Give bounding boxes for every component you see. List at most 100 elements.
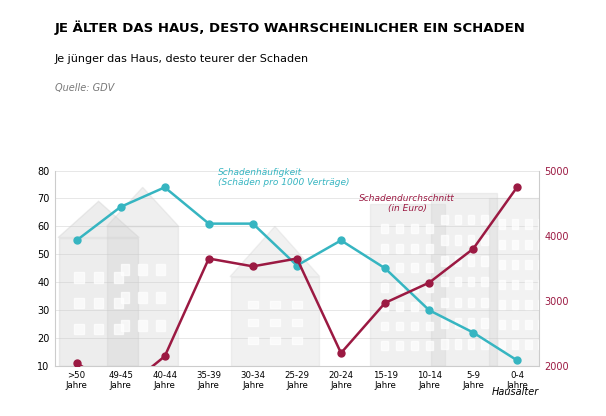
Bar bbox=[426, 263, 433, 272]
Bar bbox=[156, 320, 165, 331]
Bar bbox=[74, 272, 84, 282]
Bar bbox=[538, 220, 545, 229]
Bar bbox=[396, 322, 404, 330]
Bar bbox=[114, 324, 123, 334]
Bar bbox=[512, 340, 518, 349]
Bar bbox=[538, 240, 545, 249]
Bar bbox=[248, 319, 258, 326]
Bar bbox=[138, 292, 147, 303]
Bar bbox=[481, 256, 488, 266]
Text: JE ÄLTER DAS HAUS, DESTO WAHRSCHEINLICHER EIN SCHADEN: JE ÄLTER DAS HAUS, DESTO WAHRSCHEINLICHE… bbox=[55, 21, 525, 35]
Bar bbox=[381, 244, 388, 253]
Bar bbox=[396, 263, 404, 272]
Bar bbox=[411, 224, 418, 233]
Text: Quelle: GDV: Quelle: GDV bbox=[55, 83, 114, 93]
Bar bbox=[481, 319, 488, 328]
Bar bbox=[468, 256, 474, 266]
Bar bbox=[441, 215, 448, 224]
Bar bbox=[468, 339, 474, 349]
Bar bbox=[381, 224, 388, 233]
Bar bbox=[59, 238, 138, 366]
Bar bbox=[411, 341, 418, 350]
Bar bbox=[426, 282, 433, 292]
Bar bbox=[499, 280, 505, 289]
Bar bbox=[231, 277, 319, 366]
Bar bbox=[468, 215, 474, 224]
Polygon shape bbox=[107, 187, 179, 226]
Bar bbox=[499, 220, 505, 229]
Text: Hausalter: Hausalter bbox=[492, 387, 539, 397]
Bar bbox=[94, 324, 104, 334]
Bar bbox=[411, 322, 418, 330]
Bar bbox=[499, 260, 505, 269]
Bar bbox=[74, 324, 84, 334]
Bar bbox=[381, 263, 388, 272]
Bar bbox=[94, 272, 104, 282]
Bar bbox=[107, 226, 178, 366]
Bar bbox=[499, 240, 505, 249]
Bar bbox=[468, 235, 474, 245]
Bar bbox=[381, 322, 388, 330]
Bar bbox=[431, 193, 498, 366]
Bar bbox=[248, 301, 258, 308]
Bar bbox=[499, 320, 505, 329]
Bar bbox=[454, 319, 461, 328]
Bar bbox=[426, 224, 433, 233]
Bar bbox=[156, 264, 165, 275]
Bar bbox=[454, 256, 461, 266]
Bar bbox=[525, 280, 531, 289]
Bar bbox=[114, 272, 123, 282]
Bar bbox=[468, 298, 474, 307]
Bar bbox=[538, 340, 545, 349]
Text: Je jünger das Haus, desto teurer der Schaden: Je jünger das Haus, desto teurer der Sch… bbox=[55, 54, 308, 64]
Bar bbox=[481, 339, 488, 349]
Bar bbox=[525, 240, 531, 249]
Bar bbox=[441, 319, 448, 328]
Bar bbox=[138, 320, 147, 331]
Bar bbox=[426, 341, 433, 350]
Bar bbox=[441, 339, 448, 349]
Text: Schadendurchschnitt
(in Euro): Schadendurchschnitt (in Euro) bbox=[359, 193, 455, 213]
Bar bbox=[396, 224, 404, 233]
Bar bbox=[499, 340, 505, 349]
Bar bbox=[138, 264, 147, 275]
Bar bbox=[525, 300, 531, 309]
Bar bbox=[291, 319, 302, 326]
Bar bbox=[525, 320, 531, 329]
Bar bbox=[121, 292, 129, 303]
Bar bbox=[94, 298, 104, 308]
Bar bbox=[396, 282, 404, 292]
Bar bbox=[512, 320, 518, 329]
Bar bbox=[441, 235, 448, 245]
Bar bbox=[525, 340, 531, 349]
Bar bbox=[291, 337, 302, 344]
Bar bbox=[396, 341, 404, 350]
Bar bbox=[454, 298, 461, 307]
Bar bbox=[468, 277, 474, 287]
Bar bbox=[538, 280, 545, 289]
Bar bbox=[291, 301, 302, 308]
Bar bbox=[74, 298, 84, 308]
Bar bbox=[538, 300, 545, 309]
Bar bbox=[512, 220, 518, 229]
Bar bbox=[248, 337, 258, 344]
Bar bbox=[538, 260, 545, 269]
Bar bbox=[488, 198, 554, 366]
Bar bbox=[121, 264, 129, 275]
Bar bbox=[441, 298, 448, 307]
Bar bbox=[499, 300, 505, 309]
Bar bbox=[411, 282, 418, 292]
Bar bbox=[270, 337, 280, 344]
Bar bbox=[512, 260, 518, 269]
Bar bbox=[525, 220, 531, 229]
Polygon shape bbox=[230, 226, 320, 277]
Bar bbox=[481, 235, 488, 245]
Bar bbox=[481, 298, 488, 307]
Bar bbox=[426, 244, 433, 253]
Bar bbox=[512, 280, 518, 289]
Bar bbox=[270, 301, 280, 308]
Bar bbox=[381, 282, 388, 292]
Bar bbox=[441, 256, 448, 266]
Bar bbox=[481, 277, 488, 287]
Bar bbox=[381, 302, 388, 311]
